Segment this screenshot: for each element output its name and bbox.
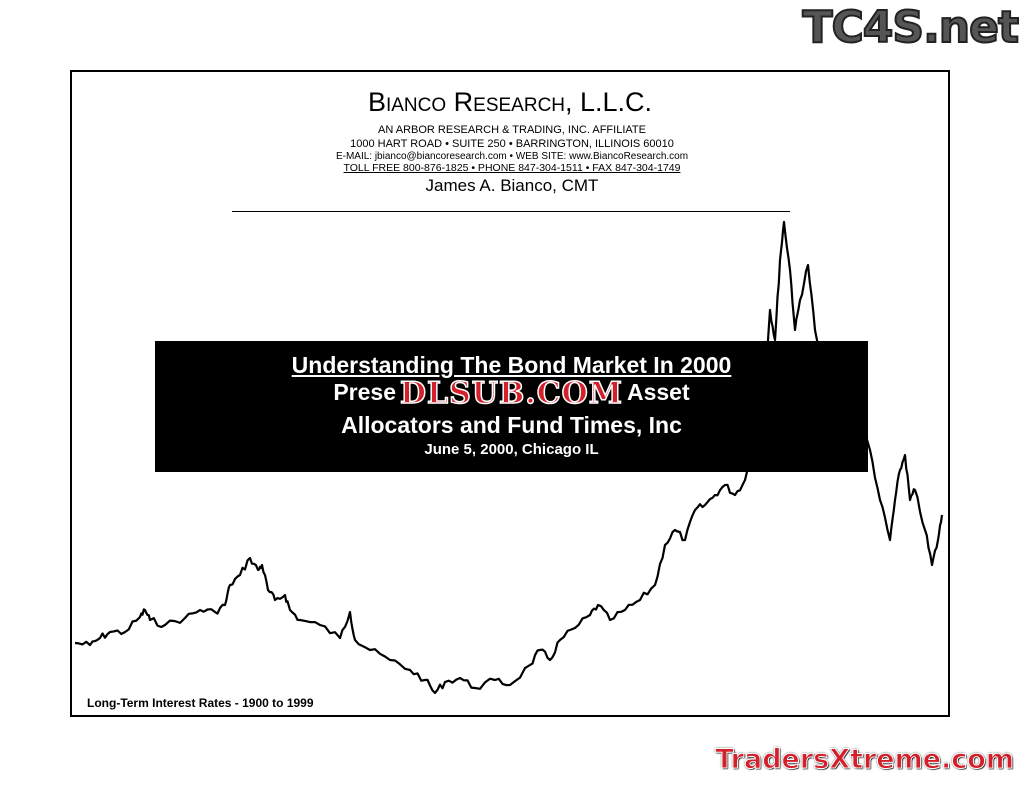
slide-frame [70,70,950,717]
dlsub-watermark: DLSUB.COM [399,376,623,411]
title-banner: Understanding The Bond Market In 2000 Pr… [155,341,868,472]
address-line: 1000 HART ROAD • SUITE 250 • BARRINGTON,… [350,138,674,150]
contact-line: E-MAIL: jbianco@biancoresearch.com • WEB… [335,151,689,162]
header-divider [232,211,790,212]
phone-line: TOLL FREE 800-876-1825 • PHONE 847-304-1… [343,162,681,174]
subtitle-start: Prese [333,379,397,406]
subtitle-end: Asset [626,379,690,406]
presentation-subtitle: Prese DLSUB.COM Asset [155,376,868,411]
firm-name: BIANCO RESEARCH, L.L.C. [367,87,653,117]
chart-caption: Long-Term Interest Rates - 1900 to 1999 [87,696,314,710]
presentation-date: June 5, 2000, Chicago IL [424,441,599,458]
affiliate-line: AN ARBOR RESEARCH & TRADING, INC. AFFILI… [378,124,646,136]
tc4s-logo: TC4S.net [801,1,1020,54]
author-name: James A. Bianco, CMT [425,176,599,195]
presentation-audience: Allocators and Fund Times, Inc [341,412,682,438]
tradersxtreme-logo: TradersXtreme.com [715,744,1015,776]
presentation-title: Understanding The Bond Market In 2000 [291,352,732,378]
